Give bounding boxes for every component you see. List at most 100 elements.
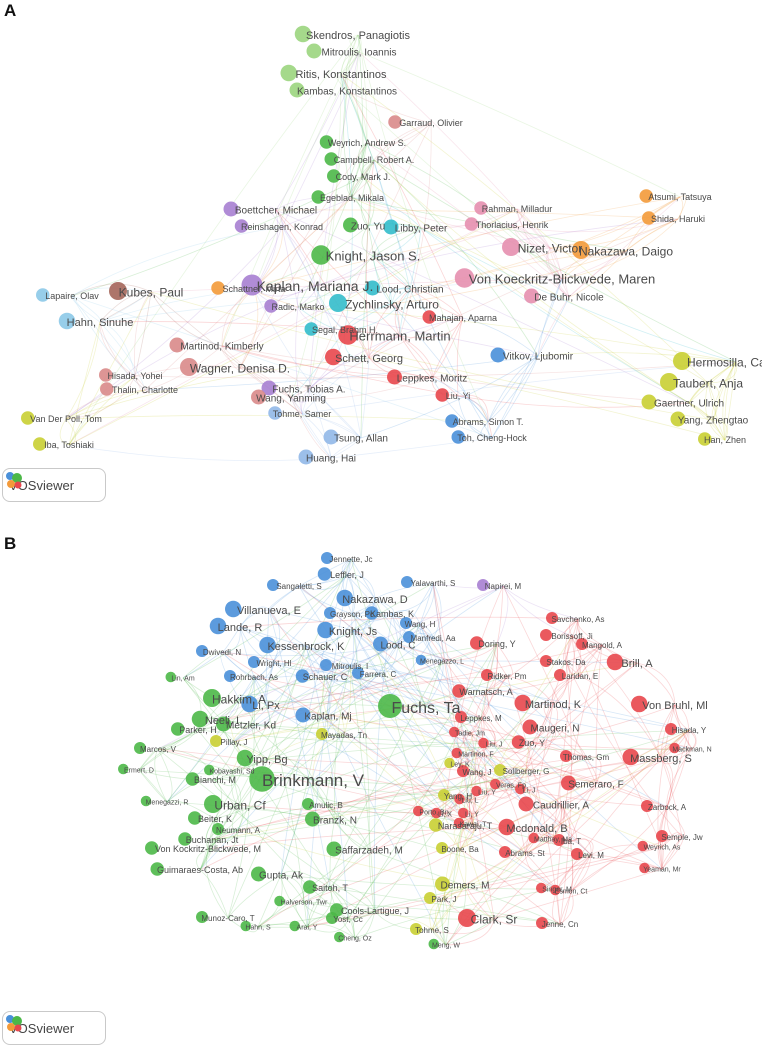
- node-marcos-v[interactable]: [134, 742, 146, 754]
- node-menegazzo-l[interactable]: [415, 654, 427, 666]
- node-tohme-samer[interactable]: [268, 406, 282, 420]
- node-lande-r[interactable]: [209, 617, 227, 635]
- node-neumann-a[interactable]: [212, 823, 224, 835]
- node-ley-k[interactable]: [444, 757, 455, 769]
- node-liu-yi[interactable]: [435, 388, 450, 402]
- node-leppkes-m[interactable]: [455, 711, 467, 723]
- node-kaplan-mariana-j[interactable]: [241, 274, 263, 296]
- node-halverson-twr[interactable]: [274, 895, 285, 907]
- node-weyrich-andrew-s[interactable]: [319, 135, 334, 149]
- node-martinod-kimberly[interactable]: [169, 337, 185, 353]
- node-neeli-i[interactable]: [191, 710, 209, 728]
- node-mitroulis-ioannis[interactable]: [306, 43, 322, 59]
- node-jenne-cn[interactable]: [536, 917, 548, 929]
- node-kambas-k[interactable]: [365, 606, 379, 620]
- node-mahajan-aparna[interactable]: [422, 310, 437, 324]
- node-segal-brahm-h[interactable]: [304, 322, 319, 336]
- node-demers-m[interactable]: [435, 876, 450, 892]
- node-weyrich-as[interactable]: [637, 840, 649, 852]
- node-levi-m[interactable]: [571, 848, 583, 860]
- node-li-y[interactable]: [458, 807, 469, 819]
- node-saitoh-t[interactable]: [303, 880, 317, 894]
- node-branzk-n[interactable]: [305, 811, 320, 827]
- node-garraud-olivier[interactable]: [388, 115, 402, 129]
- node-von-bruhl-ml[interactable]: [631, 695, 648, 713]
- node-gaertner-ulrich[interactable]: [641, 394, 657, 410]
- node-pillay-j[interactable]: [210, 735, 222, 747]
- node-schett-georg[interactable]: [325, 348, 342, 366]
- node-mcdonald-b[interactable]: [498, 818, 516, 836]
- node-cody-mark-j[interactable]: [327, 169, 341, 183]
- node-wang-yanming[interactable]: [251, 389, 266, 405]
- node-von-koeckritz-blickwede-maren[interactable]: [454, 268, 475, 288]
- node-hisada-y[interactable]: [665, 723, 677, 735]
- node-wang-h[interactable]: [400, 617, 412, 629]
- node-hakkim-a[interactable]: [203, 689, 221, 707]
- node-thorlacius-henrik[interactable]: [464, 217, 479, 231]
- node-yalavarthi-s[interactable]: [401, 576, 413, 588]
- node-zuo-yu[interactable]: [343, 217, 358, 233]
- node-metzler-kd[interactable]: [216, 716, 231, 732]
- node-bianchi-m[interactable]: [185, 772, 200, 786]
- node-doring-y[interactable]: [470, 636, 484, 650]
- node-beiter-k[interactable]: [188, 811, 202, 825]
- node-boone-ba[interactable]: [436, 842, 448, 854]
- node-semple-jw[interactable]: [656, 830, 668, 842]
- node-jennette-jc[interactable]: [321, 552, 333, 564]
- node-li-px[interactable]: [241, 695, 258, 713]
- node-tadie-jm[interactable]: [449, 726, 460, 738]
- node-buchanan-jt[interactable]: [178, 832, 192, 846]
- node-lood-c[interactable]: [373, 636, 388, 652]
- node-cheng-oz[interactable]: [334, 931, 345, 943]
- node-warnatsch-a[interactable]: [452, 684, 466, 698]
- node-herrmann-martin[interactable]: [338, 325, 358, 345]
- node-han-zhen[interactable]: [698, 432, 712, 446]
- node-laridan-e[interactable]: [554, 669, 566, 681]
- node-zuo-y[interactable]: [511, 735, 526, 749]
- node-campbell-robert-a[interactable]: [324, 152, 339, 166]
- node-thalin-charlotte[interactable]: [100, 382, 114, 396]
- node-wang-j[interactable]: [457, 765, 469, 777]
- node-sollberger-g[interactable]: [494, 764, 506, 776]
- node-kessenbrock-k[interactable]: [259, 636, 276, 654]
- node-kambas-konstantinos[interactable]: [289, 82, 305, 98]
- node-guimaraes-costa-ab[interactable]: [150, 862, 165, 876]
- node-yeaman-mr[interactable]: [639, 862, 650, 874]
- node-schauer-c[interactable]: [295, 669, 310, 683]
- node-gupta-ak[interactable]: [251, 866, 266, 882]
- node-yost-cc[interactable]: [326, 912, 338, 924]
- node-kaplan-mj[interactable]: [295, 707, 311, 723]
- node-martinod-k[interactable]: [514, 694, 532, 712]
- node-mackman-n[interactable]: [669, 742, 680, 754]
- node-ridker-pm[interactable]: [481, 669, 493, 681]
- node-toh-cheng-hock[interactable]: [451, 430, 466, 444]
- node-amulic-b[interactable]: [302, 798, 314, 810]
- node-huang-hai[interactable]: [298, 449, 314, 465]
- node-urban-cf[interactable]: [204, 795, 222, 813]
- node-park-j[interactable]: [424, 892, 436, 904]
- node-parker-h[interactable]: [171, 722, 185, 736]
- node-shida-haruki[interactable]: [642, 211, 656, 225]
- node-liu-j[interactable]: [478, 737, 489, 749]
- node-napirei-m[interactable]: [477, 579, 489, 591]
- node-boettcher-michael[interactable]: [223, 201, 239, 217]
- node-li-x[interactable]: [431, 807, 442, 819]
- node-massberg-s[interactable]: [622, 748, 640, 766]
- node-lood-christian[interactable]: [365, 280, 380, 296]
- node-knight-js[interactable]: [317, 621, 334, 639]
- node-zychlinsky-arturo[interactable]: [329, 294, 347, 312]
- node-van-der-poll-tom[interactable]: [21, 411, 35, 425]
- node-tohme-s[interactable]: [410, 923, 422, 935]
- node-savchenko-as[interactable]: [546, 612, 558, 624]
- node-maugeri-n[interactable]: [522, 719, 538, 735]
- node-rahman-milladur[interactable]: [474, 201, 488, 215]
- node-nizet-victor[interactable]: [502, 238, 520, 256]
- node-lapaire-olav[interactable]: [36, 288, 50, 302]
- node-hermosilla-carlos[interactable]: [673, 352, 691, 370]
- node-tsung-allan[interactable]: [323, 429, 339, 445]
- node-nakazawa-daigo[interactable]: [572, 241, 590, 259]
- node-singer-m[interactable]: [536, 882, 547, 894]
- node-meng-w[interactable]: [428, 938, 440, 950]
- node-de-buhr-nicole[interactable]: [524, 288, 539, 304]
- node-fuchs-ta[interactable]: [378, 694, 402, 718]
